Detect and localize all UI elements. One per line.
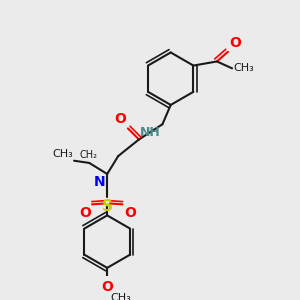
Text: CH₃: CH₃ [233, 63, 254, 73]
Text: O: O [115, 112, 127, 126]
Text: S: S [102, 199, 113, 214]
Text: CH₃: CH₃ [110, 293, 131, 300]
Text: O: O [229, 36, 241, 50]
Text: CH₂: CH₂ [80, 150, 98, 160]
Text: CH₃: CH₃ [52, 148, 73, 158]
Text: O: O [101, 280, 113, 294]
Text: N: N [94, 175, 106, 189]
Text: O: O [124, 206, 136, 220]
Text: O: O [79, 206, 91, 220]
Text: NH: NH [140, 126, 161, 139]
